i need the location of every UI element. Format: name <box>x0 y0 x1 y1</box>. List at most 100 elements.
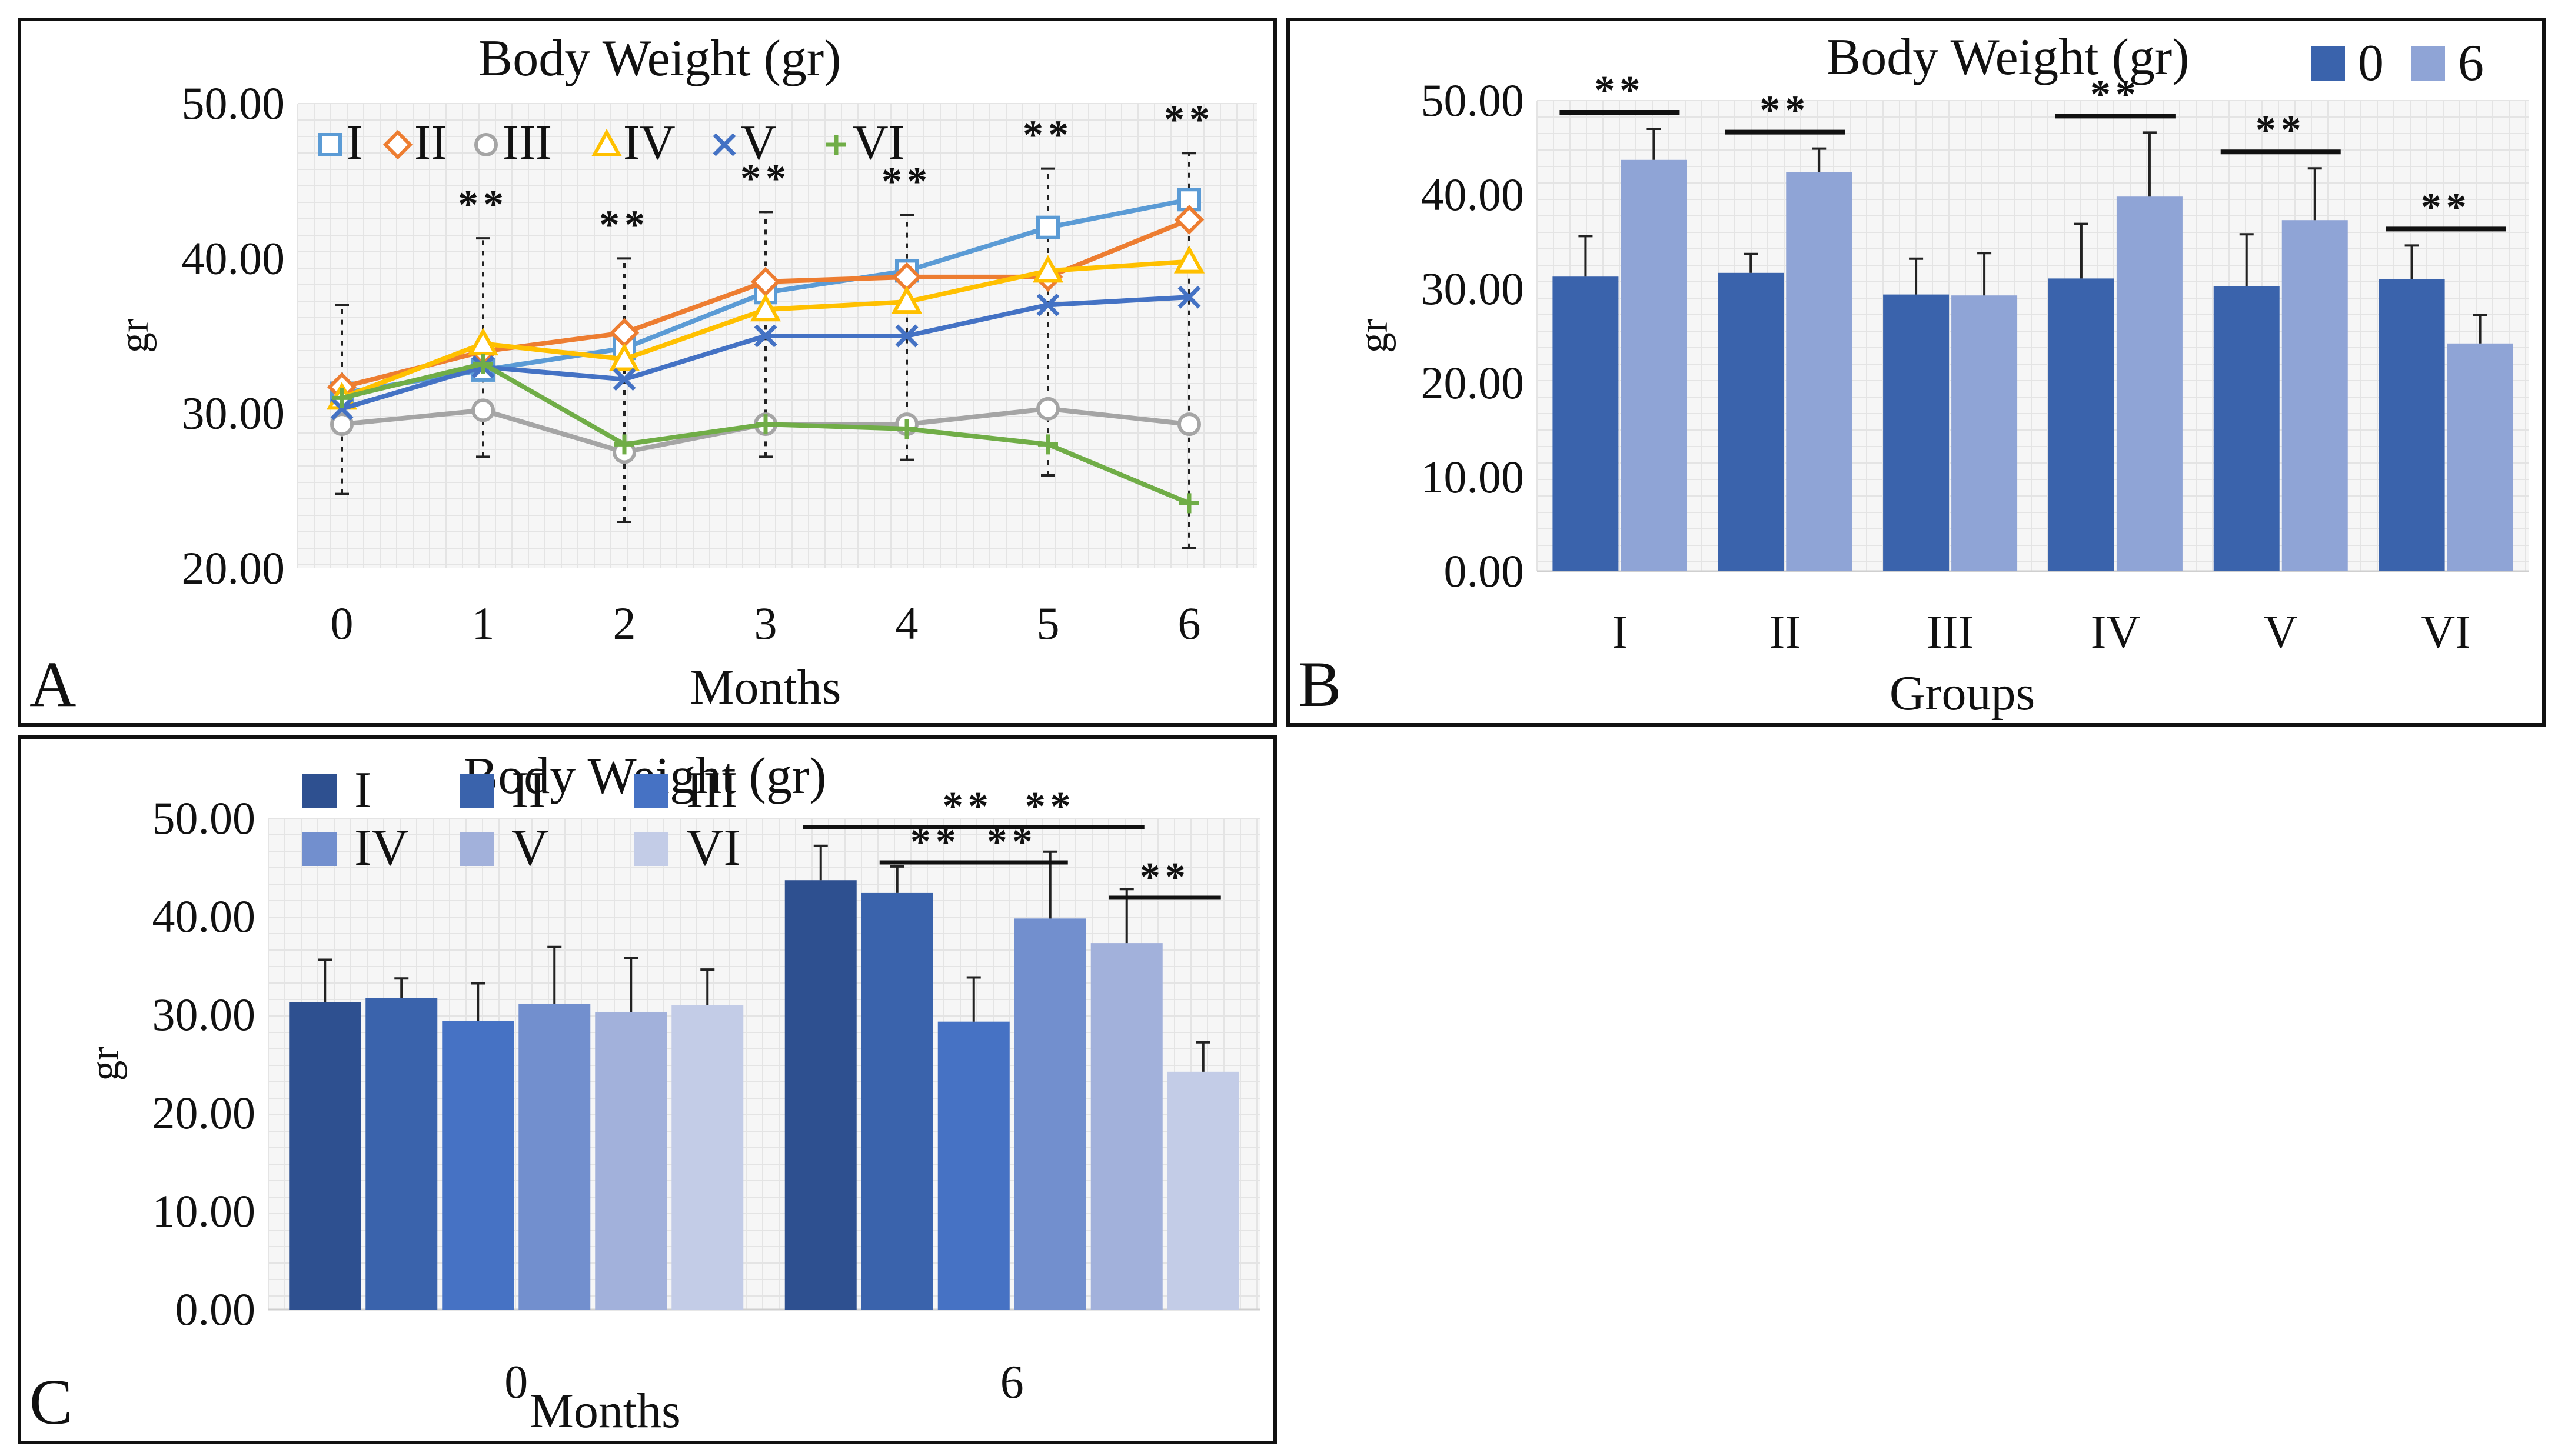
chart-b-significance-label: ** <box>2421 185 2471 230</box>
chart-b-title: Body Weight (gr) <box>1827 29 2190 86</box>
chart-c-significance-label: ** <box>943 784 993 829</box>
chart-c-legend-swatch <box>460 774 494 808</box>
chart-a-significance-label: ** <box>599 202 650 248</box>
chart-c-bar-I <box>289 1002 361 1310</box>
chart-a-series-VI <box>332 354 1199 514</box>
chart-c-legend-item: V <box>460 819 549 877</box>
chart-c-bar-II <box>861 892 933 1310</box>
chart-b-bar-6 <box>1951 295 2018 571</box>
chart-b-y-tick-label: 0.00 <box>1444 545 1525 597</box>
chart-a-legend-item: IV <box>591 115 676 170</box>
chart-c-y-tick-label: 10.00 <box>152 1185 256 1237</box>
chart-a-point-III <box>330 412 354 437</box>
chart-c-legend-item: IV <box>302 819 409 877</box>
chart-a-point-V <box>613 368 636 391</box>
chart-c-bar-V <box>1090 943 1163 1310</box>
chart-c-significance-label: ** <box>910 819 961 865</box>
chart-c-bar-I <box>784 880 857 1310</box>
chart-c-legend-item: III <box>634 762 738 819</box>
chart-b-significance-label: ** <box>1594 68 1645 114</box>
chart-a-y-axis-label: gr <box>112 319 157 353</box>
chart-c-legend-swatch <box>460 832 494 866</box>
chart-b-y-tick-label: 30.00 <box>1421 263 1525 314</box>
chart-b-x-tick-label: I <box>1612 607 1628 658</box>
chart-c-bar-II <box>365 998 438 1310</box>
chart-a-point-IV <box>750 294 781 322</box>
chart-c-y-tick-label: 40.00 <box>152 891 256 942</box>
chart-c-legend-item: II <box>460 762 546 819</box>
chart-a-point-V <box>754 324 777 348</box>
chart-a-legend-item: III <box>474 115 552 170</box>
chart-b-bar-0 <box>2048 278 2114 571</box>
chart-a-point-II <box>1174 205 1205 235</box>
chart-b-legend-item: 0 <box>2311 35 2384 92</box>
chart-b-x-tick-label: VI <box>2421 607 2470 658</box>
chart-b-x-tick-label: IV <box>2091 607 2140 658</box>
chart-c-significance-label: ** <box>1025 784 1076 829</box>
chart-a-point-IV <box>891 285 923 314</box>
chart-b-x-axis-label: Groups <box>1890 666 2035 721</box>
chart-a-legend-label: VI <box>853 115 905 170</box>
chart-c-significance-label: ** <box>1140 855 1190 900</box>
chart-b-bar-0 <box>1552 276 1619 571</box>
chart-c-legend-swatch <box>634 774 668 808</box>
chart-c-y-axis-label: gr <box>82 1047 128 1081</box>
chart-b-bar-6 <box>1786 172 1852 572</box>
chart-a-x-tick-label: 3 <box>754 598 777 649</box>
chart-b-x-tick-label: V <box>2264 607 2298 658</box>
chart-c-y-tick-label: 30.00 <box>152 989 256 1040</box>
chart-a-point-IV <box>1173 245 1205 274</box>
chart-a-point-V <box>330 397 354 421</box>
chart-a-legend-marker <box>713 133 736 156</box>
chart-a-legend-label: IV <box>623 115 676 170</box>
chart-a-legend-label: V <box>741 115 777 170</box>
chart-a-point-III <box>1036 397 1060 421</box>
chart-a-significance-label: ** <box>740 156 791 201</box>
chart-a-point-IV <box>467 327 499 356</box>
chart-b-x-tick-label: III <box>1927 607 1974 658</box>
panel-a: Body Weight (gr) 20.00 30.00 40.00 50.00 gr 0 1… <box>18 18 1277 727</box>
chart-c-legend-label: I <box>354 762 371 819</box>
chart-a-point-V <box>1177 285 1201 309</box>
chart-b-significance-label: ** <box>2256 108 2306 153</box>
chart-c-legend-swatch <box>634 832 668 866</box>
chart-c-legend-item: VI <box>634 819 741 877</box>
chart-b-legend-item: 6 <box>2411 35 2484 92</box>
chart-c-legend-swatch <box>302 832 337 866</box>
chart-a-legend-marker <box>318 133 342 156</box>
chart-a-significance-label: ** <box>1164 97 1215 142</box>
chart-b: Body Weight (gr) 0.00 10.00 20.00 30.00 40.00… <box>1351 29 2529 721</box>
chart-a-x-tick-label: 2 <box>613 598 636 649</box>
chart-a-y-tick-label: 20.00 <box>182 542 285 594</box>
chart-a-x-tick-label: 0 <box>331 598 354 649</box>
chart-b-bar-0 <box>2213 286 2280 571</box>
chart-a-legend-marker <box>474 133 498 156</box>
chart-b-bar-6 <box>2116 196 2183 571</box>
chart-a-point-I <box>1036 215 1060 239</box>
chart-a-point-IV <box>1032 255 1064 283</box>
chart-a-y-tick-label: 30.00 <box>182 388 285 439</box>
chart-a-legend-item: II <box>382 115 447 170</box>
chart-b-bar-0 <box>1718 272 1784 571</box>
chart-c-legend-label: II <box>511 762 546 819</box>
chart-c-bar-III <box>442 1021 514 1310</box>
chart-c-legend-swatch <box>302 774 337 808</box>
chart-c-x-tick-label: 0 <box>504 1357 528 1408</box>
chart-a-point-III <box>471 398 495 422</box>
chart-a: Body Weight (gr) 20.00 30.00 40.00 50.00 gr 0 1… <box>112 30 1257 715</box>
chart-c-bar-IV <box>1014 918 1086 1310</box>
chart-a-legend-item: V <box>713 115 777 170</box>
chart-b-bar-6 <box>1621 159 1687 571</box>
chart-b-significance-label: ** <box>1759 88 1810 134</box>
chart-c-x-axis-label: Months <box>530 1384 681 1438</box>
chart-a-series-IV <box>326 245 1205 410</box>
chart-b-y-tick-label: 20.00 <box>1421 357 1525 408</box>
chart-a-x-axis-label: Months <box>690 660 841 715</box>
chart-a-y-tick-label: 50.00 <box>182 78 285 129</box>
chart-b-legend-swatch <box>2411 46 2445 81</box>
chart-c-legend-label: IV <box>354 819 409 877</box>
panel-b: Body Weight (gr) 0.00 10.00 20.00 30.00 40.00… <box>1286 18 2546 727</box>
chart-a-legend-label: III <box>503 115 552 170</box>
chart-a-x-tick-label: 1 <box>472 598 495 649</box>
chart-b-bar-0 <box>2379 279 2445 571</box>
